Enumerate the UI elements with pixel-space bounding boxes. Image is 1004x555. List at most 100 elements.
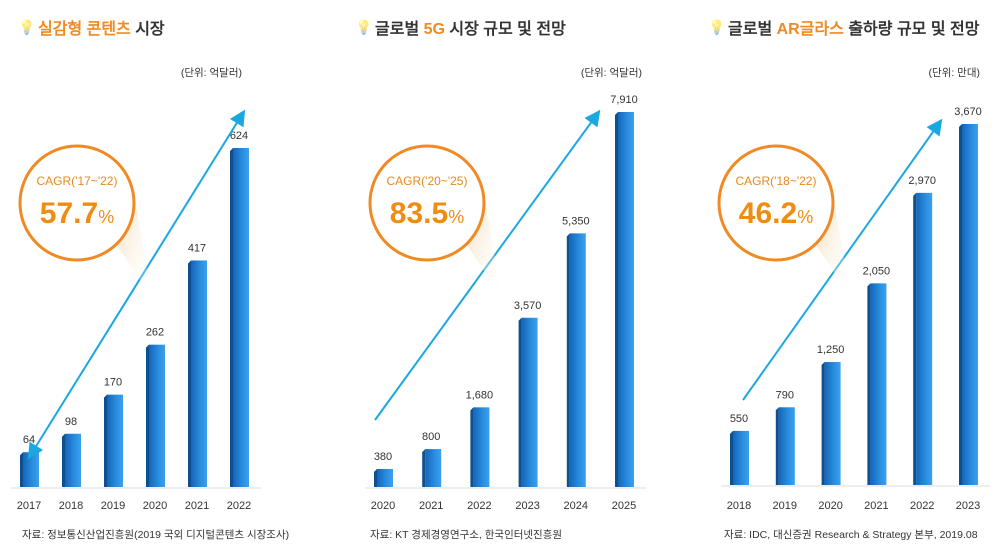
bar-side <box>615 112 618 487</box>
data-label: 3,670 <box>954 106 982 118</box>
data-label: 550 <box>730 413 748 425</box>
chart-3: 💡 글로벌 AR글라스 출하량 규모 및 전망 (단위: 만대) 550 2018 790… <box>708 19 990 541</box>
x-tick-label: 2022 <box>467 500 491 512</box>
data-label: 624 <box>230 130 248 142</box>
bar-side <box>913 192 917 485</box>
bar <box>824 362 841 485</box>
x-tick-label: 2018 <box>727 500 751 512</box>
bar <box>233 148 249 487</box>
bar-side <box>566 233 570 487</box>
unit-label: (단위: 만대) <box>929 66 980 79</box>
data-label: 2,050 <box>863 265 891 277</box>
bar-side <box>230 148 233 487</box>
bar-side <box>821 362 825 485</box>
title-part: AR글라스 <box>772 20 844 38</box>
source-note: 자료: IDC, 대신증권 Research & Strategy 본부, 20… <box>724 529 978 541</box>
bar <box>23 452 39 487</box>
cagr-circle <box>717 144 835 262</box>
x-tick-label: 2022 <box>227 500 251 512</box>
x-tick-label: 2025 <box>612 500 636 512</box>
bar <box>618 112 634 487</box>
bar-side <box>20 452 23 487</box>
data-label: 64 <box>23 434 35 446</box>
bar-side <box>188 260 191 487</box>
data-label: 417 <box>188 242 206 254</box>
x-tick-label: 2021 <box>185 500 209 512</box>
x-tick-label: 2019 <box>101 500 125 512</box>
cagr-value: 83.5% <box>390 197 464 230</box>
title-part: 실감형 콘텐츠 <box>38 19 131 38</box>
x-tick-label: 2022 <box>910 500 934 512</box>
bar-side <box>146 344 149 487</box>
title-part: 글로벌 <box>375 20 419 38</box>
x-tick-label: 2020 <box>371 500 395 512</box>
bar-side <box>775 407 779 485</box>
bar <box>962 124 978 485</box>
chart-title: 글로벌 AR글라스 출하량 규모 및 전망 <box>728 19 980 38</box>
bar-side <box>374 468 377 487</box>
cagr-value: 46.2% <box>739 197 813 230</box>
data-label: 5,350 <box>562 215 590 227</box>
cagr-label: CAGR('17~'22) <box>37 174 118 188</box>
bar <box>149 344 165 487</box>
chart-title: 글로벌 5G 시장 규모 및 전망 <box>375 19 566 38</box>
bar <box>778 407 795 485</box>
bulb-icon: 💡 <box>355 19 372 36</box>
bulb-icon: 💡 <box>708 19 725 36</box>
bar-side <box>422 449 426 487</box>
bar-side <box>470 407 474 487</box>
x-tick-label: 2018 <box>59 500 83 512</box>
x-tick-label: 2020 <box>143 500 167 512</box>
bar <box>107 394 123 487</box>
cagr-circle <box>18 144 136 262</box>
data-label: 2,970 <box>908 175 936 187</box>
title-part: 글로벌 <box>728 20 772 38</box>
title-part: 시장 규모 및 전망 <box>445 19 566 38</box>
chart-2: 💡 글로벌 5G 시장 규모 및 전망 (단위: 억달러) 380 2020 800 202… <box>355 19 646 541</box>
source-note: 자료: KT 경제경영연구소, 한국인터넷진흥원 <box>370 528 562 541</box>
x-tick-label: 2021 <box>864 500 888 512</box>
bar-side <box>62 433 65 487</box>
chart-title: 실감형 콘텐츠 시장 <box>38 19 165 38</box>
data-label: 262 <box>146 327 164 339</box>
bar <box>870 283 887 485</box>
x-tick-label: 2017 <box>17 500 41 512</box>
x-tick-label: 2021 <box>419 500 443 512</box>
data-label: 1,680 <box>466 389 494 401</box>
data-label: 800 <box>422 431 440 443</box>
bar-side <box>104 394 107 487</box>
bar <box>425 449 442 487</box>
x-tick-label: 2020 <box>818 500 842 512</box>
data-label: 790 <box>776 389 794 401</box>
bar-side <box>959 124 962 485</box>
cagr-value: 57.7% <box>40 197 114 230</box>
x-tick-label: 2023 <box>515 500 539 512</box>
data-label: 170 <box>104 377 122 389</box>
bar <box>733 430 749 485</box>
x-tick-label: 2023 <box>956 500 980 512</box>
cagr-circle <box>368 144 486 262</box>
bar <box>916 192 933 485</box>
data-label: 3,570 <box>514 300 542 312</box>
bar <box>191 260 207 487</box>
x-tick-label: 2019 <box>773 500 797 512</box>
data-label: 380 <box>374 451 392 463</box>
data-label: 98 <box>65 416 77 428</box>
bar-side <box>518 317 522 487</box>
data-label: 1,250 <box>817 344 845 356</box>
title-part: 출하량 규모 및 전망 <box>844 19 980 38</box>
bulb-icon: 💡 <box>18 19 35 36</box>
bar <box>521 317 538 487</box>
x-tick-label: 2024 <box>564 500 588 512</box>
cagr-label: CAGR('18~'22) <box>736 174 817 188</box>
bar <box>473 407 490 487</box>
bar <box>65 433 81 487</box>
cagr-label: CAGR('20~'25) <box>387 174 468 188</box>
title-part: 시장 <box>131 20 165 38</box>
title-part: 5G <box>419 21 445 38</box>
source-note: 자료: 정보통신산업진흥원(2019 국외 디지털콘텐츠 시장조사) <box>22 528 289 541</box>
unit-label: (단위: 억달러) <box>581 66 642 79</box>
bar-side <box>730 430 733 485</box>
